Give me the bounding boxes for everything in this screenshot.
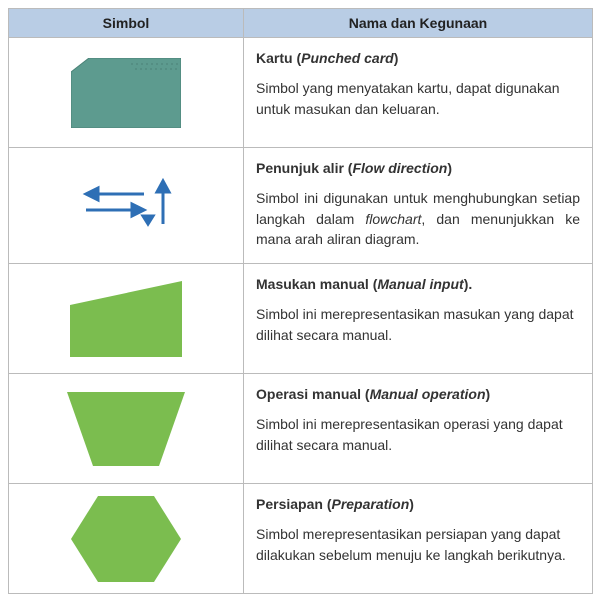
manual-input-desc-cell: Masukan manual (Manual input). Simbol ini… bbox=[244, 264, 593, 374]
title-en: Punched card bbox=[301, 50, 394, 66]
title-pre: Masukan manual ( bbox=[256, 276, 377, 292]
table-row: Operasi manual (Manual operation) Simbol … bbox=[9, 374, 593, 484]
row-title: Persiapan (Preparation) bbox=[256, 494, 580, 514]
title-pre: Kartu ( bbox=[256, 50, 301, 66]
desc-part: Simbol ini merepresentasikan masukan yan… bbox=[256, 306, 574, 342]
title-pre: Penunjuk alir ( bbox=[256, 160, 352, 176]
manual-operation-symbol-cell bbox=[9, 374, 244, 484]
row-desc: Simbol ini merepresentasikan masukan yan… bbox=[256, 304, 580, 345]
row-desc: Simbol merepresentasikan persiapan yang … bbox=[256, 524, 580, 565]
flowchart-symbol-table: Simbol Nama dan Kegunaan Kartu (Punched … bbox=[8, 8, 593, 594]
desc-part: flowchart bbox=[365, 211, 421, 227]
manual-operation-icon bbox=[13, 392, 239, 466]
preparation-desc-cell: Persiapan (Preparation) Simbol merepresen… bbox=[244, 484, 593, 594]
punched-card-icon bbox=[13, 58, 239, 128]
row-desc: Simbol ini digunakan untuk menghubungkan… bbox=[256, 188, 580, 249]
title-pre: Operasi manual ( bbox=[256, 386, 370, 402]
col-header-desc: Nama dan Kegunaan bbox=[244, 9, 593, 38]
title-post: ) bbox=[409, 496, 414, 512]
title-pre: Persiapan ( bbox=[256, 496, 331, 512]
title-post: ) bbox=[447, 160, 452, 176]
title-post: ) bbox=[394, 50, 399, 66]
flow-direction-symbol-cell bbox=[9, 148, 244, 264]
preparation-symbol-cell bbox=[9, 484, 244, 594]
table-row: Penunjuk alir (Flow direction) Simbol ini… bbox=[9, 148, 593, 264]
row-title: Penunjuk alir (Flow direction) bbox=[256, 158, 580, 178]
manual-input-icon bbox=[13, 281, 239, 357]
title-post: ). bbox=[464, 276, 473, 292]
manual-operation-desc-cell: Operasi manual (Manual operation) Simbol … bbox=[244, 374, 593, 484]
table-row: Persiapan (Preparation) Simbol merepresen… bbox=[9, 484, 593, 594]
flow-direction-icon bbox=[13, 176, 239, 236]
preparation-icon bbox=[13, 496, 239, 582]
punched-card-symbol-cell bbox=[9, 38, 244, 148]
title-en: Manual operation bbox=[370, 386, 486, 402]
col-header-symbol: Simbol bbox=[9, 9, 244, 38]
row-title: Kartu (Punched card) bbox=[256, 48, 580, 68]
row-desc: Simbol ini merepresentasikan operasi yan… bbox=[256, 414, 580, 455]
desc-part: Simbol yang menyatakan kartu, dapat digu… bbox=[256, 80, 560, 116]
manual-input-symbol-cell bbox=[9, 264, 244, 374]
table-row: Kartu (Punched card) Simbol yang menyatak… bbox=[9, 38, 593, 148]
title-en: Manual input bbox=[377, 276, 463, 292]
table-row: Masukan manual (Manual input). Simbol ini… bbox=[9, 264, 593, 374]
title-en: Flow direction bbox=[352, 160, 447, 176]
title-post: ) bbox=[486, 386, 491, 402]
row-desc: Simbol yang menyatakan kartu, dapat digu… bbox=[256, 78, 580, 119]
desc-part: Simbol ini merepresentasikan operasi yan… bbox=[256, 416, 563, 452]
row-title: Masukan manual (Manual input). bbox=[256, 274, 580, 294]
flow-direction-desc-cell: Penunjuk alir (Flow direction) Simbol ini… bbox=[244, 148, 593, 264]
row-title: Operasi manual (Manual operation) bbox=[256, 384, 580, 404]
title-en: Preparation bbox=[331, 496, 409, 512]
desc-part: Simbol merepresentasikan persiapan yang … bbox=[256, 526, 566, 562]
punched-card-desc-cell: Kartu (Punched card) Simbol yang menyatak… bbox=[244, 38, 593, 148]
